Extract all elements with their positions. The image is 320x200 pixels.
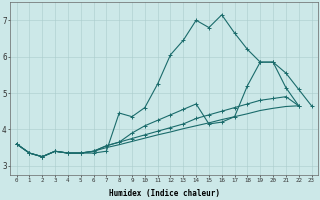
X-axis label: Humidex (Indice chaleur): Humidex (Indice chaleur) [108, 189, 220, 198]
